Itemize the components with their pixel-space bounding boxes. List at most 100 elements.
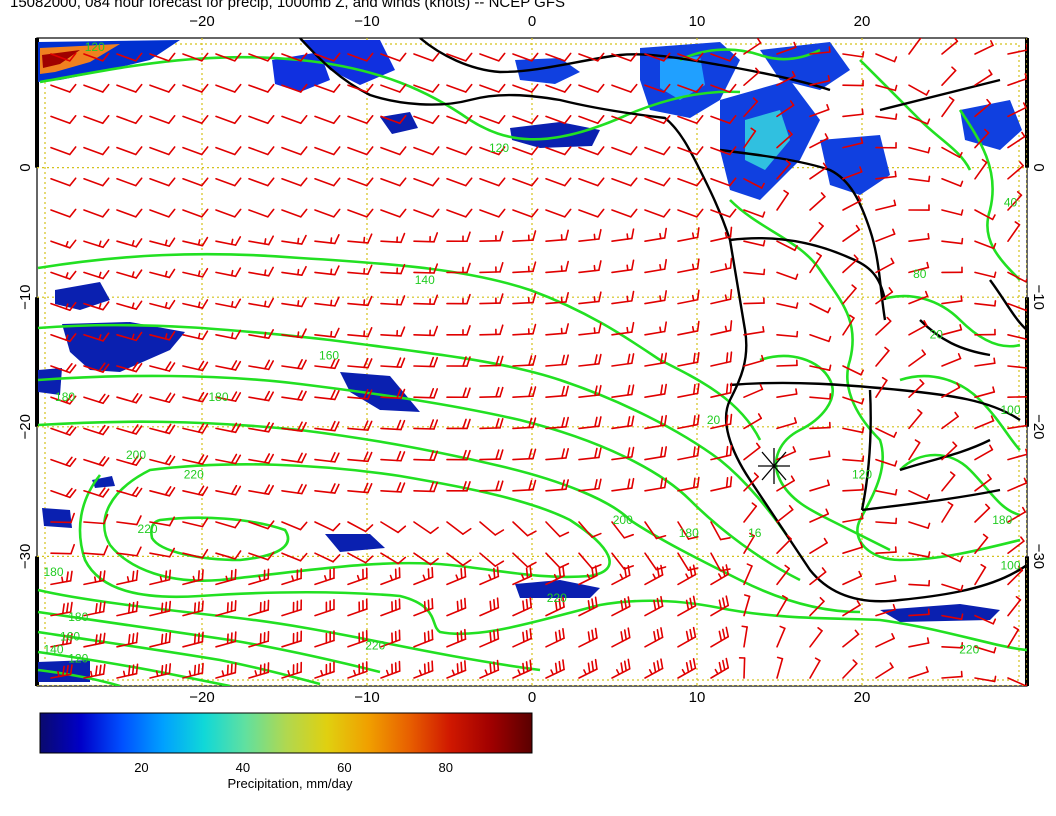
wind-barb [644,258,668,274]
wind-barb [611,446,635,461]
wind-barb [281,83,308,93]
wind-barb [875,575,897,586]
wind-barb [545,260,569,274]
wind-barb [611,290,635,305]
wind-barb [710,115,737,125]
wind-barb [743,178,765,189]
colorbar-tick-label: 20 [134,760,148,775]
wind-barb [578,83,605,93]
precip-area-atl-6 [325,534,385,552]
wind-barb [446,449,471,461]
wind-barb [314,552,341,563]
wind-barb [710,208,737,218]
wind-barb [710,521,731,541]
contour-140-a [37,252,762,441]
wind-barb [578,596,598,617]
wind-barb [149,631,172,648]
wind-barb [512,115,539,125]
wind-barb [710,657,730,679]
wind-barb [545,565,565,586]
wind-barb [347,357,373,369]
wind-barb [446,552,472,567]
wind-barb [842,284,857,305]
wind-barb [281,52,308,62]
coast-north-inland [419,38,831,92]
precip-area-central-4 [820,135,890,195]
wind-barb [347,552,374,564]
wind-barb [215,631,237,648]
wind-barb [611,596,631,617]
wind-barb [644,595,664,617]
wind-barb [380,660,401,679]
wind-barb [611,115,638,125]
wind-barb [413,294,439,306]
wind-barb [776,534,792,555]
wind-barb [50,601,73,617]
lat-tick-label-left: −10 [17,284,34,309]
wind-barb [116,177,143,187]
colorbar-tick-label: 80 [439,760,453,775]
wind-barb [512,83,539,93]
wind-barb [116,515,142,526]
wind-barb [50,487,77,499]
wind-barb [116,486,143,498]
wind-barb [809,479,830,492]
wind-barb [380,232,406,244]
wind-barb [83,424,110,436]
wind-barb [611,146,638,156]
wind-barb [479,177,506,187]
wind-barb [347,629,368,648]
contour-label: 120 [852,468,872,482]
wind-barb [413,598,434,617]
wind-barb [842,224,861,242]
wind-barb [512,52,539,62]
wind-barb [182,485,209,497]
wind-barb [347,420,373,431]
wind-barb [83,208,110,218]
wind-barb [974,300,997,307]
wind-barb [413,521,439,535]
wind-barb [611,384,635,399]
wind-barb [974,614,997,625]
wind-barb [446,387,471,399]
wind-barb [215,550,242,560]
wind-barb [809,333,832,343]
wind-barb [413,566,434,586]
wind-barb [611,259,635,274]
lon-tick-label-bottom: 20 [854,689,871,706]
wind-barb [149,569,172,586]
wind-barb [314,521,341,532]
wind-barb [248,484,274,495]
coast-west-africa [299,38,1027,603]
wind-barb [875,287,894,305]
wind-barb [908,637,930,648]
wind-barb [479,324,504,336]
wind-barb [149,600,172,617]
wind-barb [83,362,110,373]
wind-barb [446,231,471,243]
wind-barb [578,260,602,274]
wind-barb [545,146,572,156]
wind-barb [116,269,143,279]
wind-barb [974,675,997,683]
wind-barb [446,356,471,367]
lon-tick-label-top: 20 [854,13,871,30]
wind-barb [512,552,537,568]
wind-barb [644,658,664,679]
wind-barb [83,632,106,648]
wind-barb [644,83,671,93]
wind-barb [644,227,668,242]
wind-barb [347,264,373,275]
wind-barb [347,295,373,307]
wind-barb [941,266,963,274]
wind-barb [710,257,733,274]
wind-barb [809,508,830,523]
wind-barb [215,115,242,125]
wind-barb [738,657,746,679]
precip-area-atl-2 [62,322,185,372]
wind-barb [380,482,406,493]
contour-label: 160 [60,630,80,644]
wind-barb [446,566,467,586]
wind-barb [743,38,762,55]
